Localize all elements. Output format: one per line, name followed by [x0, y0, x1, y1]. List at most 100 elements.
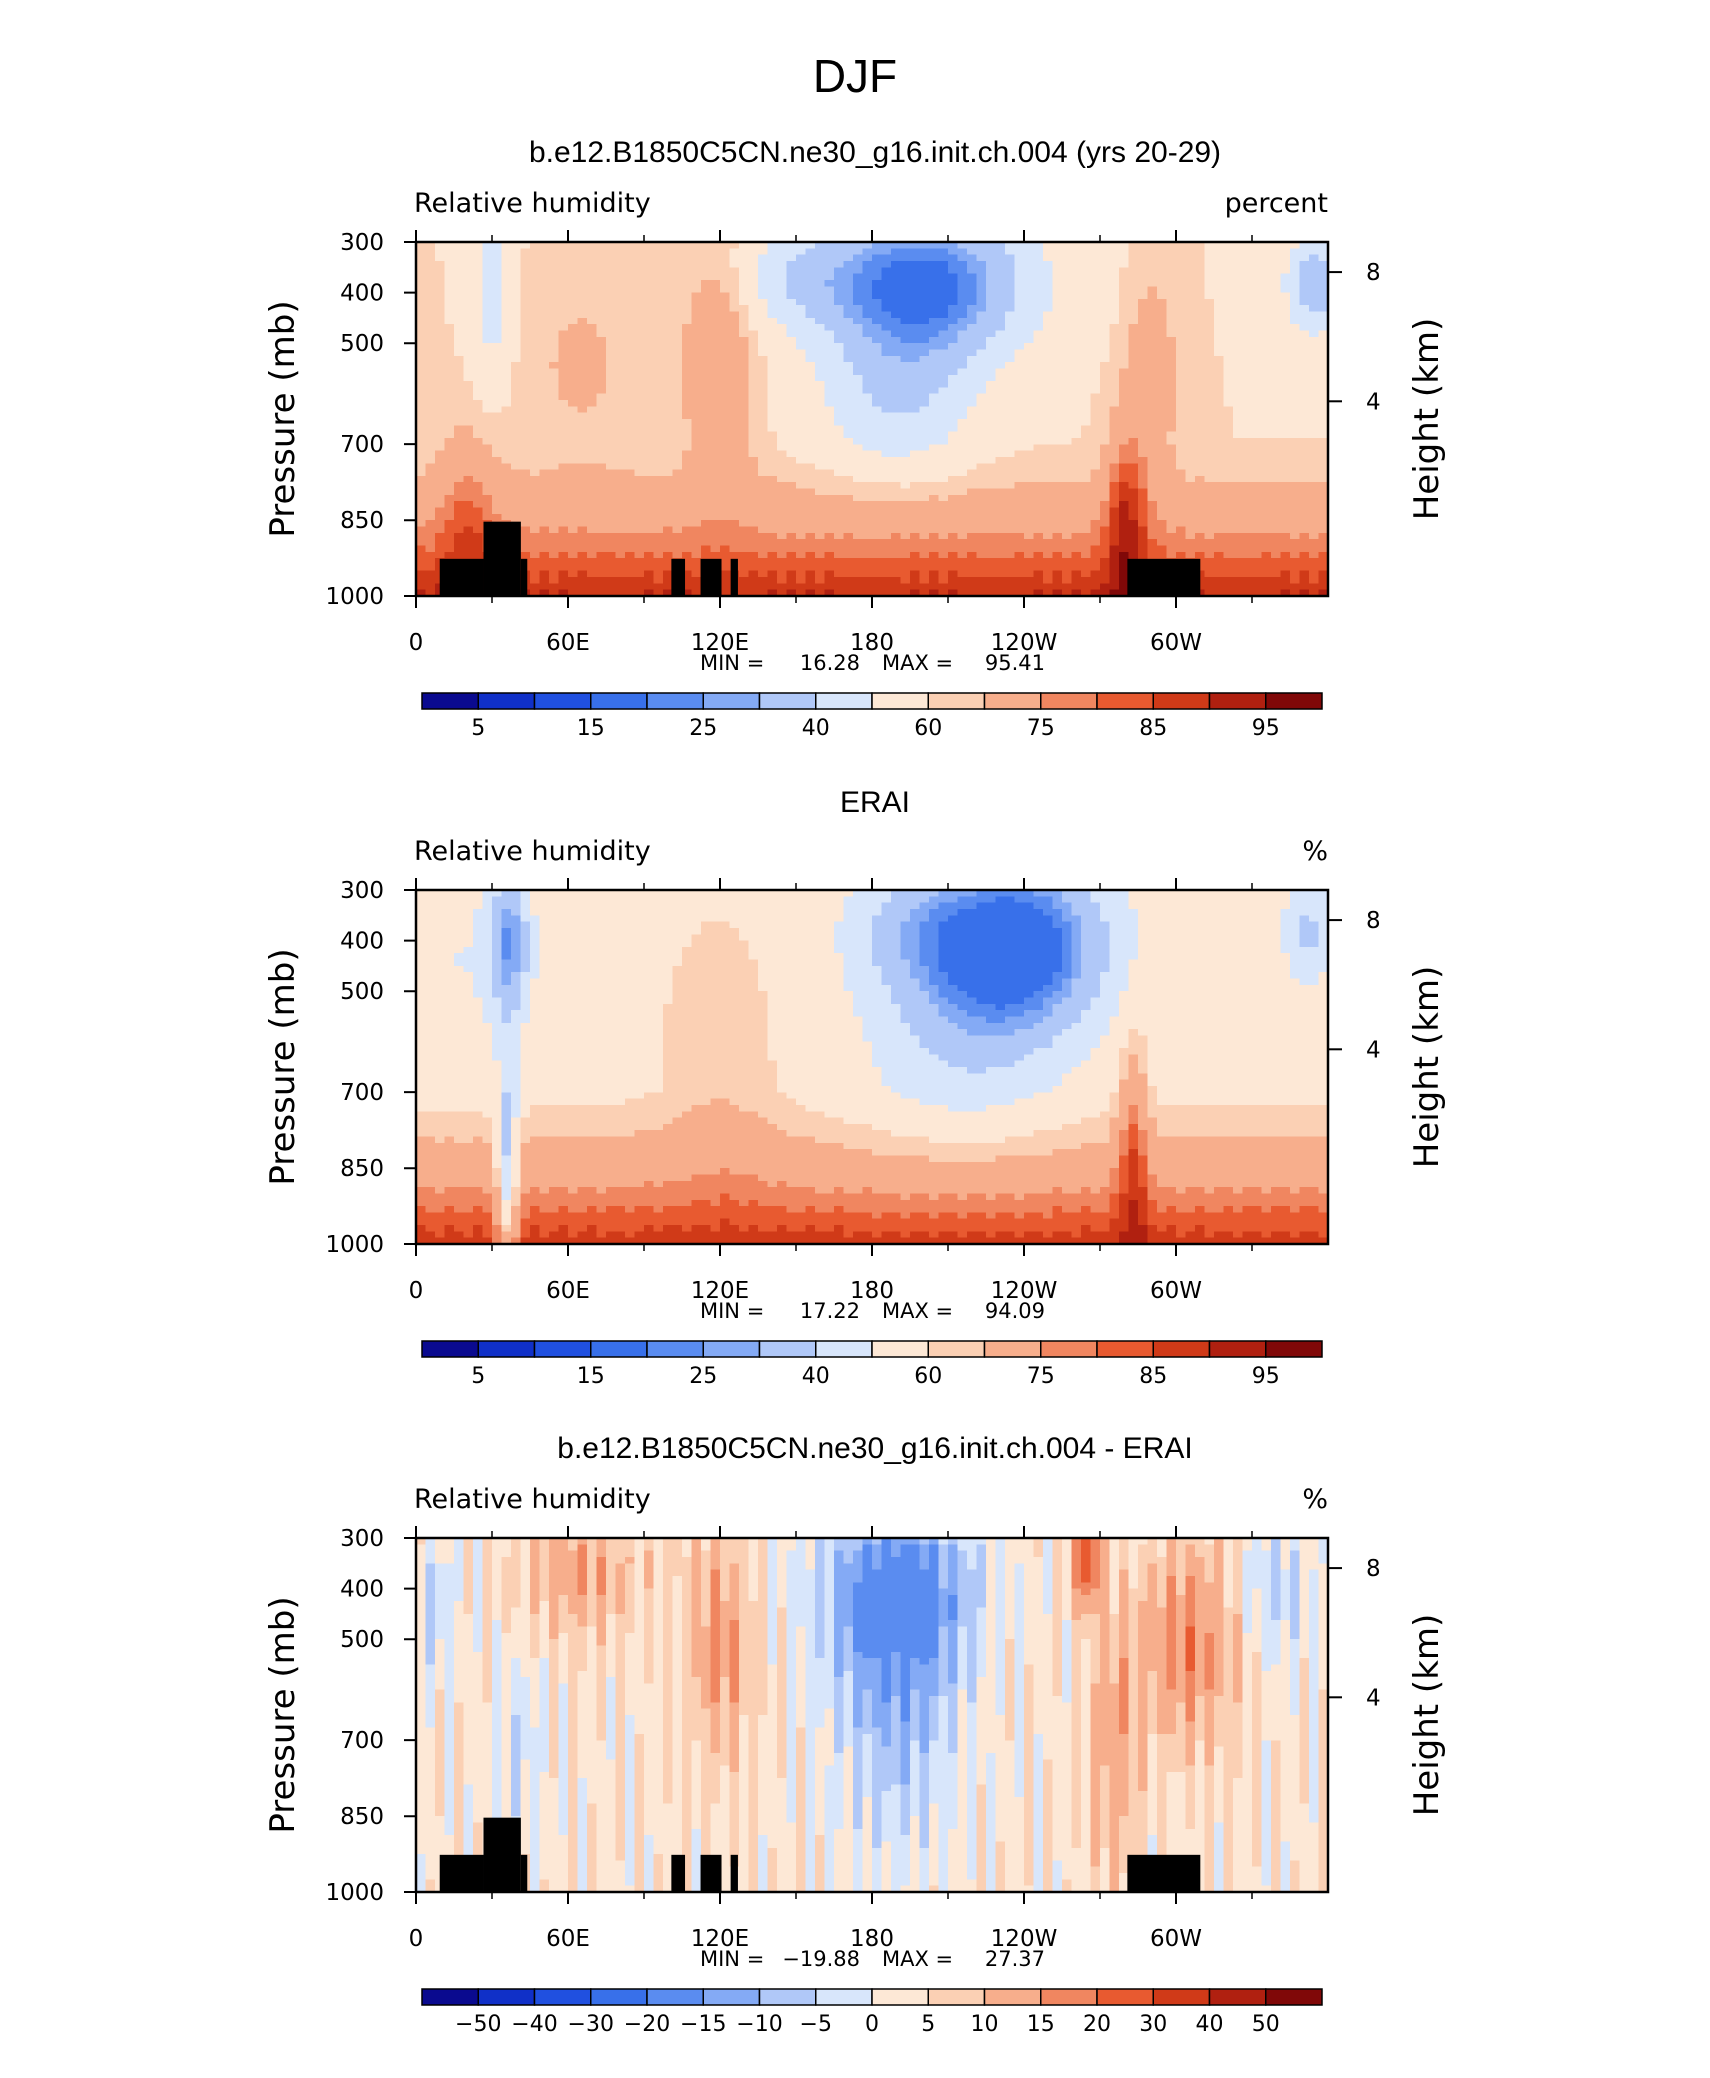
field-cell — [1223, 526, 1234, 534]
field-cell — [463, 381, 474, 388]
field-cell — [910, 482, 921, 490]
field-cell — [900, 406, 911, 414]
field-cell — [710, 526, 721, 534]
field-cell — [492, 279, 503, 287]
field-cell — [786, 330, 797, 338]
field-cell — [1062, 260, 1073, 268]
field-cell — [748, 248, 759, 256]
field-cell — [1100, 431, 1111, 439]
field-cell — [520, 412, 531, 420]
field-cell — [900, 450, 911, 458]
field-cell — [558, 400, 569, 407]
field-cell — [1005, 355, 1016, 363]
field-cell — [976, 494, 987, 502]
field-cell — [1157, 374, 1168, 382]
field-cell — [530, 387, 541, 395]
field-cell — [1309, 419, 1320, 426]
field-cell — [425, 450, 436, 458]
field-cell — [634, 400, 645, 407]
field-cell — [1195, 248, 1206, 256]
field-cell — [815, 475, 826, 483]
field-cell — [739, 526, 750, 534]
field-cell — [1005, 551, 1016, 559]
field-cell — [1081, 431, 1092, 439]
field-cell — [539, 539, 550, 547]
field-cell — [710, 349, 721, 357]
field-cell — [1299, 419, 1310, 426]
field-cell — [976, 501, 987, 509]
field-cell — [929, 475, 940, 483]
field-cell — [919, 475, 930, 483]
field-cell — [492, 317, 503, 325]
field-cell — [910, 545, 921, 553]
field-cell — [511, 387, 522, 395]
field-cell — [577, 362, 588, 370]
field-cell — [976, 431, 987, 439]
field-cell — [530, 545, 541, 553]
field-cell — [872, 349, 883, 357]
field-cell — [767, 494, 778, 502]
field-cell — [691, 349, 702, 357]
field-cell — [1271, 400, 1282, 407]
field-cell — [872, 406, 883, 414]
field-cell — [815, 469, 826, 477]
field-cell — [862, 463, 873, 471]
field-cell — [1299, 456, 1310, 464]
field-cell — [967, 324, 978, 332]
field-cell — [634, 336, 645, 344]
field-cell — [891, 349, 902, 357]
field-cell — [558, 419, 569, 426]
field-cell — [1166, 456, 1177, 464]
field-cell — [910, 343, 921, 351]
field-cell — [1005, 254, 1016, 262]
field-cell — [435, 343, 446, 351]
field-cell — [805, 513, 816, 521]
field-cell — [1090, 545, 1101, 553]
field-cell — [416, 450, 427, 458]
field-cell — [1157, 343, 1168, 351]
field-cell — [834, 387, 845, 395]
field-cell — [1033, 545, 1044, 553]
field-cell — [843, 311, 854, 319]
field-cell — [577, 279, 588, 287]
field-cell — [843, 463, 854, 471]
field-cell — [539, 242, 550, 249]
field-cell — [587, 450, 598, 458]
field-cell — [834, 482, 845, 490]
field-cell — [710, 450, 721, 458]
field-cell — [919, 539, 930, 547]
field-cell — [891, 558, 902, 565]
field-cell — [834, 488, 845, 496]
field-cell — [463, 551, 474, 559]
field-cell — [1252, 330, 1263, 338]
field-cell — [492, 437, 503, 445]
field-cell — [1071, 400, 1082, 407]
field-cell — [653, 406, 664, 414]
field-cell — [425, 444, 436, 452]
field-cell — [1014, 431, 1025, 439]
field-cell — [606, 286, 617, 294]
field-cell — [1062, 305, 1073, 313]
field-cell — [691, 355, 702, 363]
field-cell — [834, 355, 845, 363]
field-cell — [986, 419, 997, 426]
field-cell — [1280, 311, 1291, 319]
field-cell — [957, 368, 968, 376]
field-cell — [520, 343, 531, 351]
field-cell — [1014, 248, 1025, 256]
field-cell — [1223, 260, 1234, 268]
field-cell — [672, 362, 683, 370]
field-cell — [1081, 526, 1092, 534]
field-cell — [625, 419, 636, 426]
field-cell — [834, 292, 845, 300]
field-cell — [1033, 324, 1044, 332]
field-cell — [511, 298, 522, 306]
field-cell — [1195, 419, 1206, 426]
field-cell — [995, 463, 1006, 471]
field-cell — [767, 545, 778, 553]
field-cell — [1147, 513, 1158, 521]
field-cell — [568, 551, 579, 559]
field-cell — [1043, 343, 1054, 351]
field-cell — [967, 406, 978, 414]
field-cell — [900, 298, 911, 306]
